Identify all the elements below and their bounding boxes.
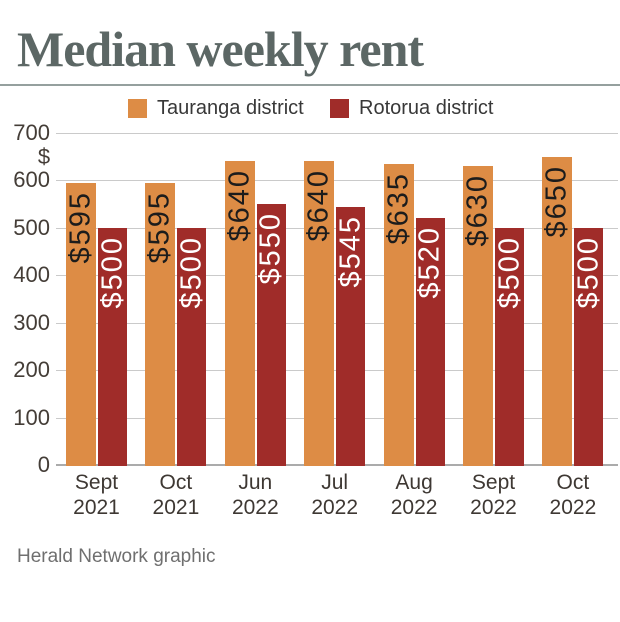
bar-value-label: $545 [334, 214, 367, 288]
bar-value-label: $500 [493, 235, 525, 309]
x-tick-line: 2022 [231, 496, 279, 519]
legend-item-rotorua: Rotorua district [330, 97, 494, 120]
bar-value-label: $640 [302, 169, 335, 242]
y-tick-label-400: 400 [13, 262, 50, 288]
bar-value-label: $520 [413, 226, 446, 299]
x-tick-label-oct-2022: Oct 2022 [528, 470, 618, 520]
bar-value-label: $650 [540, 164, 573, 238]
rotorua-swatch-icon [330, 99, 349, 118]
x-tick-line: Sept [74, 471, 119, 494]
x-tick-line: Aug [395, 471, 433, 494]
bar-rotorua-sept-2022: $500 [493, 227, 525, 466]
bar-value-label: $500 [572, 235, 605, 309]
bar-value-label: $630 [461, 174, 494, 247]
x-tick-line: Jun [238, 471, 273, 494]
x-tick-line: Jul [321, 471, 349, 494]
bar-tauranga-sept-2021: $595 [64, 182, 97, 466]
bar-value-label: $640 [223, 169, 256, 242]
bar-tauranga-jun-2022: $640 [223, 161, 256, 466]
y-tick-label-200: 200 [13, 357, 50, 383]
x-tick-line: Sept [471, 471, 516, 494]
y-tick-label-500: 500 [13, 214, 50, 240]
bar-value-label: $500 [96, 235, 128, 309]
bar-tauranga-jul-2022: $640 [302, 161, 335, 466]
x-tick-line: Oct [159, 471, 193, 494]
tauranga-swatch-icon [128, 99, 147, 118]
legend-label-rotorua: Rotorua district [359, 97, 494, 119]
x-tick-line: 2022 [390, 496, 438, 519]
x-tick-label-sept-2022: Sept 2022 [449, 470, 539, 520]
chart-title: Median weekly rent [17, 21, 424, 77]
x-tick-label-jul-2022: Jul 2022 [290, 470, 380, 520]
y-tick-label-600: 600 [13, 167, 50, 193]
y-axis-unit-label: $ [37, 143, 51, 169]
bar-rotorua-oct-2022: $500 [572, 227, 605, 466]
x-tick-line: 2022 [549, 496, 597, 519]
bar-value-label: $595 [143, 190, 176, 264]
y-tick-label-0: 0 [37, 452, 50, 477]
x-tick-line: Oct [556, 471, 590, 494]
credit-text: Herald Network graphic [17, 546, 216, 567]
bar-value-label: $550 [254, 212, 287, 285]
x-tick-label-sept-2021: Sept 2021 [52, 470, 142, 520]
bar-tauranga-sept-2022: $630 [461, 166, 494, 466]
bar-value-label: $635 [382, 171, 415, 245]
x-tick-label-aug-2022: Aug 2022 [369, 470, 459, 520]
bar-tauranga-oct-2021: $595 [143, 182, 176, 466]
x-tick-line: 2022 [470, 496, 517, 519]
x-tick-line: 2021 [73, 496, 120, 519]
bar-tauranga-oct-2022: $650 [540, 156, 573, 466]
gridline-600 [56, 180, 618, 182]
bar-tauranga-aug-2022: $635 [382, 163, 415, 466]
legend-item-tauranga: Tauranga district [128, 97, 304, 120]
bar-rotorua-jul-2022: $545 [334, 206, 367, 466]
x-tick-line: 2022 [311, 496, 359, 519]
bar-value-label: $500 [175, 235, 208, 309]
bar-rotorua-aug-2022: $520 [413, 218, 446, 466]
y-tick-label-100: 100 [13, 404, 50, 430]
y-tick-label-300: 300 [13, 309, 50, 335]
x-tick-label-jun-2022: Jun 2022 [210, 470, 300, 520]
bar-rotorua-oct-2021: $500 [175, 227, 208, 466]
x-tick-label-oct-2021: Oct 2021 [131, 470, 221, 520]
legend-label-tauranga: Tauranga district [157, 97, 304, 119]
title-divider [0, 84, 620, 86]
y-tick-label-700: 700 [13, 120, 50, 145]
bar-rotorua-jun-2022: $550 [254, 204, 287, 466]
bar-value-label: $595 [64, 190, 97, 264]
x-tick-line: 2021 [152, 496, 200, 519]
gridline-700 [56, 133, 618, 134]
bar-rotorua-sept-2021: $500 [96, 227, 128, 466]
